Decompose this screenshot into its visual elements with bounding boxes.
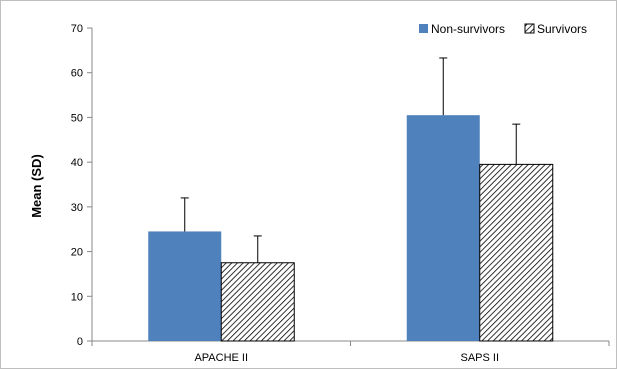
legend-swatch-non-survivors [419, 24, 428, 33]
legend-swatch-survivors [524, 23, 535, 34]
bar-survivors [220, 262, 295, 342]
legend-label-survivors: Survivors [537, 22, 587, 36]
y-tick-label: 20 [71, 247, 83, 259]
x-tick-label: SAPS II [460, 352, 499, 364]
bars [148, 57, 554, 342]
y-tick-label: 60 [71, 68, 83, 80]
y-tick-label: 30 [71, 202, 83, 214]
x-tick-label: APACHE II [194, 352, 248, 364]
legend: Non-survivors Survivors [419, 22, 587, 36]
y-tick-label: 50 [71, 112, 83, 124]
bar-non-survivors [148, 231, 222, 341]
y-tick-label: 70 [71, 23, 83, 35]
y-tick-label: 10 [71, 291, 83, 303]
bar-survivors [479, 163, 554, 342]
bar-non-survivors [406, 115, 480, 341]
y-tick-label: 40 [71, 157, 83, 169]
y-axis-title: Mean (SD) [29, 154, 44, 218]
legend-label-non-survivors: Non-survivors [431, 22, 505, 36]
y-tick-label: 0 [77, 336, 83, 348]
